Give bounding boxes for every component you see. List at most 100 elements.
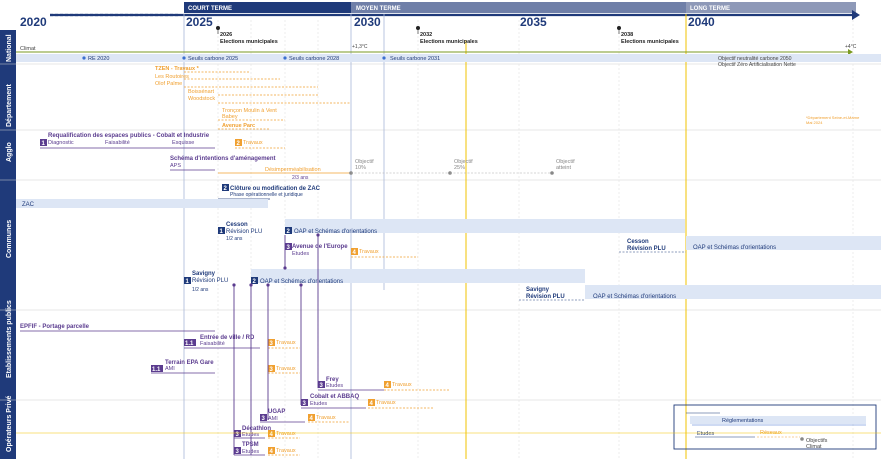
cobalt-abbaq-label: Cobalt et ABBAQ (310, 394, 359, 400)
phase-court-terme (184, 2, 351, 13)
revision-plu-label: Révision PLU (226, 229, 262, 235)
objectif-10-a: Objectif (355, 159, 374, 165)
svg-text:4: 4 (310, 416, 314, 422)
frey-label: Frey (326, 377, 339, 383)
revision-plu2-label: Révision PLU (627, 246, 666, 252)
temp-13: +1,3°C (352, 44, 368, 50)
cesson-duree-label: 1/2 ans (226, 236, 243, 242)
climat-label: Climat (20, 46, 36, 52)
row-label-departement: Département (6, 84, 13, 127)
svg-text:1: 1 (220, 229, 224, 235)
badge-4 (268, 447, 275, 454)
svg-text:4: 4 (370, 401, 374, 407)
oap-band-2 (686, 236, 881, 250)
seuils-2028-label: Seuils carbone 2028 (289, 56, 339, 62)
badge-1-1 (151, 365, 163, 372)
cesson-label: Cesson (226, 222, 248, 228)
decathlon-travaux: Travaux (276, 431, 296, 437)
svg-text:4: 4 (386, 383, 390, 389)
phase-long-terme (686, 2, 856, 13)
woodstock-label: Woodstock (188, 96, 215, 102)
badge-4 (308, 414, 315, 421)
trois-ans-label: 2/3 ans (292, 175, 309, 181)
phase-label-court: COURT TERME (188, 6, 232, 12)
tpsm-travaux: Travaux (276, 448, 296, 454)
svg-text:1.1: 1.1 (185, 341, 194, 347)
communes-section: 2 Clôture ou modification de ZAC Phase o… (16, 184, 881, 301)
election-label-2038: Elections municipales (621, 39, 679, 45)
badge-4 (351, 248, 358, 255)
revision-plu4-label: Révision PLU (526, 294, 565, 300)
svg-text:1: 1 (186, 279, 190, 285)
badge-2 (251, 277, 258, 284)
seuils-band (16, 54, 881, 62)
svg-text:2: 2 (287, 229, 291, 235)
routoires-label: Les Routoires (155, 74, 189, 80)
cobalt-travaux: Travaux (376, 400, 396, 406)
project-connectors (233, 235, 319, 455)
cesson2-label: Cesson (627, 239, 649, 245)
ugap-ami: AMI (268, 416, 278, 422)
seuils-2025-label: Seuils carbone 2025 (188, 56, 238, 62)
tpsm-label: TPSM (242, 442, 259, 448)
long-etudes-label: Etudes (697, 431, 714, 437)
cobalt-etudes: Etudes (310, 401, 327, 407)
travaux-label: Travaux (243, 140, 263, 146)
re2020-label: RE 2020 (88, 56, 109, 62)
ugap-label: UGAP (268, 409, 285, 415)
svg-text:3: 3 (236, 449, 240, 455)
oap-label-3: OAP et Schémas d'orientations (260, 279, 343, 285)
objectifs-climat-a: Objectifs (806, 438, 828, 444)
svg-text:3: 3 (287, 245, 291, 251)
esquisse-label: Esquisse (172, 140, 194, 146)
aps-label: APS (170, 163, 181, 169)
badge-4 (368, 399, 375, 406)
badge-3 (301, 399, 308, 406)
babey-label: Babey (222, 114, 238, 120)
troncon-label: Tronçon Moulin à Vent (222, 108, 277, 114)
svg-text:1.1: 1.1 (152, 367, 161, 373)
badge-1 (218, 227, 225, 234)
election-markers: 2026 Elections municipales 2032 Election… (216, 26, 679, 45)
avenue-europe-label: Avenue de l'Europe (292, 244, 348, 250)
objectif-atteint-a: Objectif (556, 159, 575, 165)
frey-etudes: Etudes (326, 383, 343, 389)
phase-label-moyen: MOYEN TERME (356, 6, 401, 12)
svg-text:2: 2 (237, 141, 241, 147)
etablissements-section: EPFIF - Portage parcelle Entrée de ville… (20, 324, 450, 391)
election-year-2038: 2038 (621, 32, 633, 38)
olof-label: Olof Palme (155, 81, 182, 87)
zac-label: ZAC (22, 202, 35, 208)
savigny-label: Savigny (192, 271, 216, 277)
year-2030: 2030 (354, 15, 381, 29)
election-label-2032: Elections municipales (420, 39, 478, 45)
badge-1-1 (184, 339, 196, 346)
objectif-25-a: Objectif (454, 159, 473, 165)
badge-3 (285, 243, 292, 250)
schema-label: Schéma d'intentions d'aménagement (170, 156, 276, 162)
phase-label-long: LONG TERME (690, 6, 730, 12)
dept-note-1: *Département Seine-et-Marne (806, 115, 860, 120)
svg-text:4: 4 (270, 449, 274, 455)
objectif-zan: Objectif Zéro Artificialisation Nette (718, 62, 796, 68)
svg-text:4: 4 (270, 432, 274, 438)
oap-label-2: OAP et Schémas d'orientations (693, 245, 776, 251)
objectifs-climat-b: Climat (806, 444, 822, 450)
svg-text:3: 3 (236, 432, 240, 438)
temp-4: +4°C (845, 44, 857, 50)
zac-band (16, 199, 268, 208)
oap-label-4: OAP et Schémas d'orientations (593, 294, 676, 300)
badge-3 (268, 339, 275, 346)
cloture-label: Clôture ou modification de ZAC (230, 186, 321, 192)
avenue-europe-travaux: Travaux (359, 249, 379, 255)
svg-text:3: 3 (270, 341, 274, 347)
phase-moyen-terme (351, 2, 686, 13)
year-2020: 2020 (20, 15, 47, 29)
seuils-2031-label: Seuils carbone 2031 (390, 56, 440, 62)
dept-note-2: Mai 2024 (806, 120, 823, 125)
ugap-travaux: Travaux (316, 415, 336, 421)
entree-ville-label: Entrée de ville / RD (200, 335, 255, 341)
badge-4 (268, 430, 275, 437)
year-2025: 2025 (186, 15, 213, 29)
